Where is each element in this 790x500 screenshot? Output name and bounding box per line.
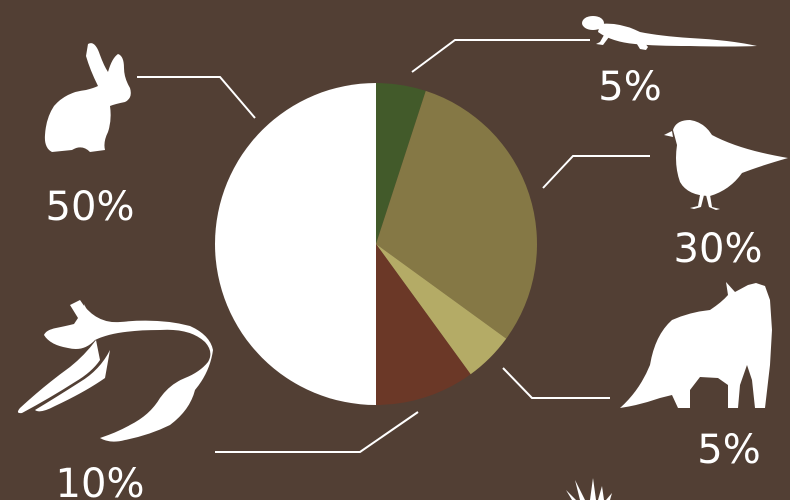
label-deer-percent: 10% bbox=[56, 461, 145, 500]
label-bird-percent: 30% bbox=[674, 226, 763, 272]
leader-line-lizard bbox=[411, 39, 590, 73]
pie-chart bbox=[215, 83, 537, 405]
bird-icon bbox=[664, 120, 788, 210]
plant-icon bbox=[566, 478, 612, 500]
pie-slice-1 bbox=[376, 90, 537, 339]
leader-line-deer bbox=[215, 411, 419, 453]
leader-line-fox bbox=[502, 367, 610, 399]
label-fox-percent: 5% bbox=[697, 427, 760, 473]
leader-line-rabbit bbox=[137, 76, 256, 119]
deer-icon bbox=[17, 300, 213, 442]
pie-slice-0 bbox=[376, 83, 426, 244]
label-lizard-percent: 5% bbox=[598, 64, 661, 110]
label-rabbit-percent: 50% bbox=[46, 184, 135, 230]
leader-line-bird bbox=[542, 155, 650, 189]
pie-slice-4 bbox=[215, 83, 376, 405]
fox-icon bbox=[620, 282, 772, 408]
lizard-icon bbox=[582, 16, 757, 50]
pie-slice-2 bbox=[376, 244, 507, 375]
pie-slice-3 bbox=[376, 244, 471, 405]
rabbit-icon bbox=[44, 43, 131, 152]
